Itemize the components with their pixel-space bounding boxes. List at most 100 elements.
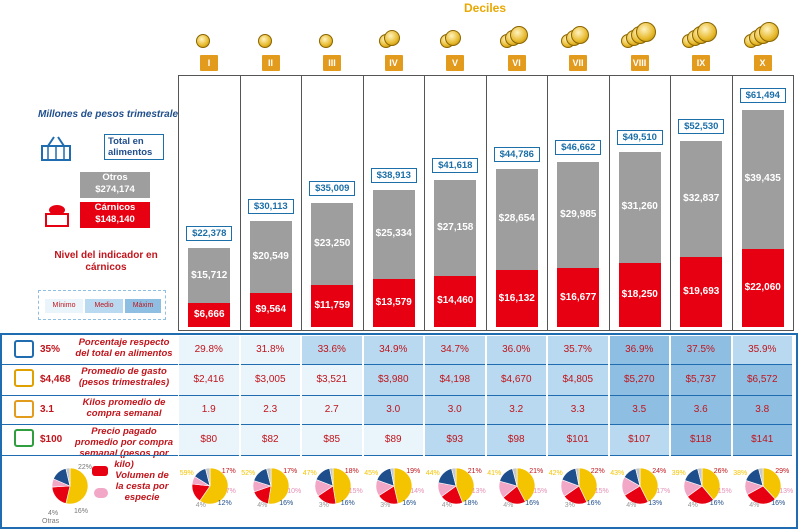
bar-label-otros: $31,260 xyxy=(621,201,658,213)
total-food-callout: Total en alimentos xyxy=(104,134,164,160)
decile-label: V xyxy=(446,55,464,71)
table-cell: 29.8% xyxy=(179,336,239,365)
pie-slice xyxy=(65,467,71,487)
table-cell: $4,198 xyxy=(425,365,485,396)
pie-slice xyxy=(686,485,714,505)
bar-carnicos xyxy=(372,279,415,327)
decile-pie-chart xyxy=(744,467,782,505)
cow-icon xyxy=(92,466,108,476)
bar-label-carnicos: $9,564 xyxy=(255,304,287,316)
table-cell: 36.0% xyxy=(486,336,546,365)
total-food-label: Total en alimentos xyxy=(108,136,153,158)
pie-label: 19% xyxy=(406,468,421,475)
pie-label: 7% xyxy=(225,488,236,495)
bar-label-otros: $32,837 xyxy=(683,193,720,205)
bar-carnicos xyxy=(557,268,600,327)
total-callout: $41,618 xyxy=(432,157,479,173)
pie-label: 16% xyxy=(771,500,786,507)
decile-label: VI xyxy=(507,55,526,71)
pie-label: 4% xyxy=(257,502,268,509)
table-cell: $98 xyxy=(486,425,546,456)
pie-label: 4% xyxy=(503,502,514,509)
legend-max: Máxim xyxy=(125,299,161,313)
pie-slice xyxy=(701,467,721,501)
bar-otros xyxy=(557,162,600,269)
table-cell: $5,737 xyxy=(671,365,731,396)
meat-icon xyxy=(14,369,34,387)
pie-label: 12% xyxy=(217,500,232,507)
pie-label: 13% xyxy=(471,488,486,495)
row-left-value: $4,468 xyxy=(40,374,71,385)
carnicos-label: Cárnicos xyxy=(94,202,136,213)
decile-pie-chart xyxy=(252,467,290,505)
bar-carnicos xyxy=(495,270,538,327)
total-callout: $44,786 xyxy=(493,146,540,162)
decile-pie-chart xyxy=(314,467,351,505)
pie-label: 15% xyxy=(348,488,363,495)
table-cell: $93 xyxy=(425,425,485,456)
total-callout: $22,378 xyxy=(186,225,233,241)
meat-icon xyxy=(42,200,72,230)
pie-slice xyxy=(266,467,272,487)
pie-slice xyxy=(450,467,457,487)
table-cell: $89 xyxy=(363,425,423,456)
pie-label: 15% xyxy=(533,488,548,495)
units-label: Millones de pesos trimestrales xyxy=(38,109,184,120)
decile-pie-chart xyxy=(191,467,229,505)
bar-label-otros: $25,334 xyxy=(375,228,412,240)
pie-label: 17% xyxy=(221,468,236,475)
pie-label: 3% xyxy=(380,502,391,509)
left-pie-label: 16% xyxy=(74,508,89,515)
table-cell: 34.7% xyxy=(425,336,485,365)
left-pie-label: 4% xyxy=(48,510,59,517)
coin-icon xyxy=(445,30,461,46)
coin-icon xyxy=(697,22,717,42)
pie-slice xyxy=(758,467,764,487)
coin-icon xyxy=(196,34,210,48)
row-label: Promedio de gasto (pesos trimestrales) xyxy=(78,366,170,388)
decile-label: VII xyxy=(569,55,587,71)
left-pie-label: Otras xyxy=(42,518,60,525)
table-cell: $85 xyxy=(302,425,362,456)
bar-otros xyxy=(618,152,661,263)
coin-icon xyxy=(319,34,333,48)
table-cell: $107 xyxy=(609,425,669,456)
row-left-value: $100 xyxy=(40,434,63,445)
pie-label: 16% xyxy=(340,500,355,507)
table-cell: 33.6% xyxy=(302,336,362,365)
scale-icon xyxy=(14,400,34,418)
pie-label: 47% xyxy=(302,470,317,477)
legend-min: Mínimo xyxy=(45,299,83,313)
coin-icon xyxy=(635,22,656,42)
basket-icon xyxy=(38,134,74,166)
decile-label: X xyxy=(753,55,772,71)
row-label: Kilos promedio de compra semanal xyxy=(82,397,166,419)
indicator-title: Nivel del indicador en cárnicos xyxy=(54,250,158,273)
table-cell: 3.2 xyxy=(486,396,546,425)
bar-label-carnicos: $13,579 xyxy=(375,297,412,309)
row-label: Porcentaje respecto del total en aliment… xyxy=(75,337,173,359)
decile-pie-chart xyxy=(621,467,659,505)
pie-label: 59% xyxy=(179,470,194,477)
row-left-value: 3.1 xyxy=(40,404,54,415)
pie-label: 42% xyxy=(548,470,563,477)
pie-slice xyxy=(696,467,703,487)
bar-carnicos xyxy=(188,303,231,327)
money-icon xyxy=(14,429,34,447)
pie-label: 13% xyxy=(648,500,663,507)
decile-label: VIII xyxy=(630,55,649,71)
table-cell: 3.0 xyxy=(363,396,423,425)
table-cell: 2.7 xyxy=(302,396,362,425)
table-cell: $5,270 xyxy=(609,365,669,396)
bar-otros xyxy=(249,220,292,294)
table-cell: $4,805 xyxy=(548,365,608,396)
coin-icon xyxy=(257,34,272,48)
pie-label: 52% xyxy=(241,470,256,477)
pie-slice xyxy=(747,485,776,505)
bar-label-carnicos: $16,677 xyxy=(560,291,597,303)
table-cell: $3,521 xyxy=(302,365,362,396)
decile-pie-chart xyxy=(375,467,413,505)
total-callout: $52,530 xyxy=(678,119,725,135)
pie-slice xyxy=(635,467,641,487)
bar-otros xyxy=(680,141,723,258)
